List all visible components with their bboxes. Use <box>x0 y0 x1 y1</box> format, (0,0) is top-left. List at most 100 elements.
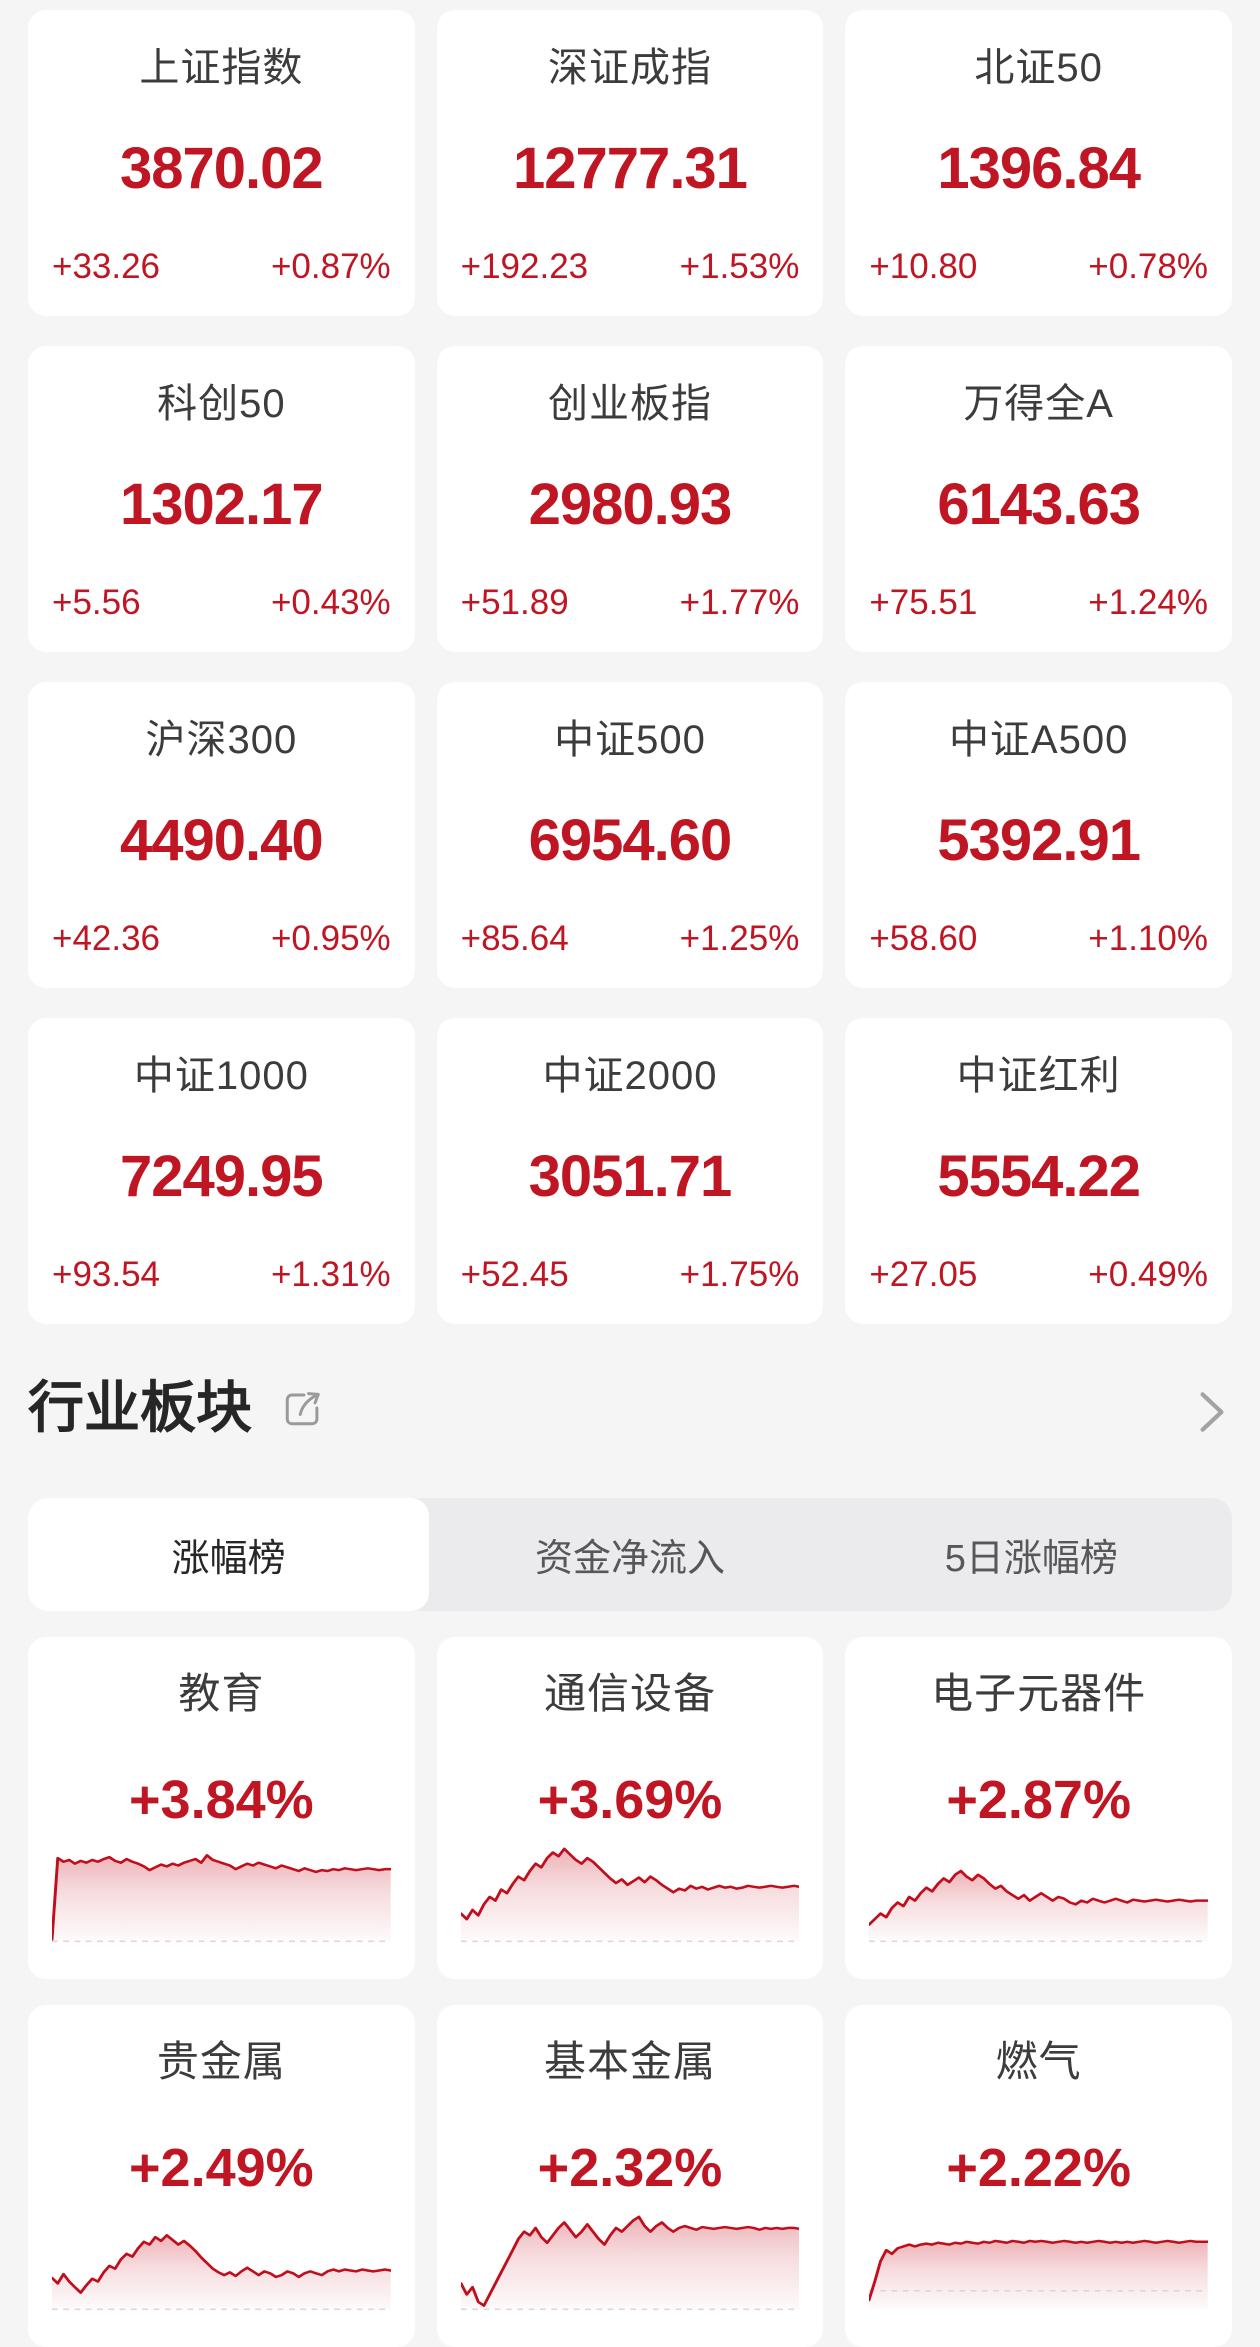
sector-card[interactable]: 教育 +3.84% <box>28 1637 415 1979</box>
index-change-pct: +0.43% <box>270 583 391 622</box>
index-card[interactable]: 中证红利 5554.22 +27.05 +0.49% <box>845 1018 1232 1324</box>
index-change-pct: +1.77% <box>679 583 800 622</box>
index-change-row: +10.80 +0.78% <box>859 249 1218 284</box>
index-change-pct: +1.24% <box>1088 583 1208 622</box>
index-change: +51.89 <box>460 583 569 622</box>
index-name: 中证2000 <box>542 1054 718 1098</box>
index-change: +58.60 <box>869 919 978 958</box>
index-change-pct: +0.49% <box>1088 1255 1208 1294</box>
index-change-row: +33.26 +0.87% <box>42 249 401 284</box>
index-card[interactable]: 深证成指 12777.31 +192.23 +1.53% <box>436 10 824 316</box>
index-value: 12777.31 <box>513 135 748 201</box>
index-change: +85.64 <box>460 919 569 958</box>
index-change: +52.45 <box>460 1255 569 1294</box>
index-change-pct: +1.31% <box>270 1255 391 1294</box>
index-name: 北证50 <box>974 46 1103 90</box>
index-change-pct: +0.95% <box>270 919 391 958</box>
index-change-pct: +1.53% <box>679 247 800 286</box>
sector-card[interactable]: 贵金属 +2.49% <box>28 2005 415 2347</box>
sector-sparkline-chart <box>460 1845 800 1949</box>
index-change-row: +52.45 +1.75% <box>451 1257 810 1292</box>
index-change-row: +58.60 +1.10% <box>859 921 1218 956</box>
sector-card[interactable]: 基本金属 +2.32% <box>436 2005 824 2347</box>
index-value: 5554.22 <box>937 1143 1141 1209</box>
index-name: 中证1000 <box>133 1054 309 1098</box>
index-change: +93.54 <box>52 1255 161 1294</box>
section-title: 行业板块 <box>28 1376 252 1439</box>
index-change-row: +51.89 +1.77% <box>451 585 810 620</box>
sector-card[interactable]: 通信设备 +3.69% <box>436 1637 824 1979</box>
index-name: 中证A500 <box>948 718 1129 762</box>
index-name: 科创50 <box>157 382 286 426</box>
sector-card[interactable]: 燃气 +2.22% <box>845 2005 1232 2347</box>
index-name: 深证成指 <box>547 46 712 90</box>
index-change-row: +75.51 +1.24% <box>859 585 1218 620</box>
share-icon[interactable] <box>278 1383 328 1433</box>
sector-change-pct: +3.69% <box>537 1770 723 1830</box>
index-card[interactable]: 上证指数 3870.02 +33.26 +0.87% <box>28 10 415 316</box>
sector-change-pct: +2.87% <box>946 1770 1131 1830</box>
sector-name: 燃气 <box>995 2038 1082 2085</box>
index-card[interactable]: 科创50 1302.17 +5.56 +0.43% <box>28 346 415 652</box>
index-value: 5392.91 <box>937 807 1141 873</box>
sector-sparkline-chart <box>869 1845 1208 1949</box>
index-value: 2980.93 <box>528 471 733 537</box>
sector-tab-0[interactable]: 涨幅榜 <box>28 1498 430 1611</box>
sector-change-pct: +2.22% <box>946 2138 1131 2198</box>
index-card[interactable]: 中证A500 5392.91 +58.60 +1.10% <box>845 682 1232 988</box>
index-card[interactable]: 中证500 6954.60 +85.64 +1.25% <box>436 682 824 988</box>
index-name: 万得全A <box>963 382 1114 426</box>
sector-sparkline-chart <box>460 2213 800 2317</box>
index-change-pct: +0.78% <box>1088 247 1208 286</box>
index-card[interactable]: 沪深300 4490.40 +42.36 +0.95% <box>28 682 415 988</box>
index-card-grid: 上证指数 3870.02 +33.26 +0.87% 深证成指 12777.31… <box>28 10 1232 1324</box>
sector-section-header: 行业板块 <box>28 1362 1232 1454</box>
index-change: +5.56 <box>52 583 141 622</box>
index-change-row: +93.54 +1.31% <box>42 1257 401 1292</box>
sector-change-pct: +3.84% <box>129 1770 314 1830</box>
index-value: 3051.71 <box>528 1143 733 1209</box>
index-change-row: +27.05 +0.49% <box>859 1257 1218 1292</box>
index-change-pct: +1.75% <box>679 1255 800 1294</box>
sector-sparkline-chart <box>52 1845 391 1949</box>
index-value: 6954.60 <box>528 807 733 873</box>
index-name: 中证红利 <box>956 1054 1121 1098</box>
sector-change-pct: +2.49% <box>129 2138 314 2198</box>
sector-change-pct: +2.32% <box>537 2138 723 2198</box>
sector-name: 电子元器件 <box>931 1670 1147 1717</box>
index-value: 7249.95 <box>120 1143 324 1209</box>
sector-sparkline-chart <box>869 2213 1208 2317</box>
sector-name: 通信设备 <box>543 1670 716 1717</box>
index-change-pct: +1.10% <box>1088 919 1208 958</box>
index-change-pct: +1.25% <box>679 919 800 958</box>
index-change-pct: +0.87% <box>270 247 391 286</box>
sector-tab-2[interactable]: 5日涨幅榜 <box>944 1538 1118 1580</box>
index-value: 3870.02 <box>120 135 324 201</box>
index-change-row: +192.23 +1.53% <box>451 249 810 284</box>
index-change: +42.36 <box>52 919 161 958</box>
index-value: 6143.63 <box>937 471 1141 537</box>
index-card[interactable]: 万得全A 6143.63 +75.51 +1.24% <box>845 346 1232 652</box>
index-change: +75.51 <box>869 583 978 622</box>
index-name: 创业板指 <box>547 382 712 426</box>
sector-card[interactable]: 电子元器件 +2.87% <box>845 1637 1232 1979</box>
index-change: +10.80 <box>869 247 978 286</box>
index-change: +33.26 <box>52 247 161 286</box>
sector-tab-1[interactable]: 资金净流入 <box>534 1538 725 1580</box>
index-card[interactable]: 北证50 1396.84 +10.80 +0.78% <box>845 10 1232 316</box>
index-card[interactable]: 创业板指 2980.93 +51.89 +1.77% <box>436 346 824 652</box>
index-change-row: +42.36 +0.95% <box>42 921 401 956</box>
index-name: 沪深300 <box>145 718 298 762</box>
index-change: +192.23 <box>460 247 589 286</box>
sector-sparkline-chart <box>52 2213 391 2317</box>
index-name: 上证指数 <box>139 46 304 90</box>
chevron-right-icon[interactable] <box>1192 1385 1232 1432</box>
sector-card-grid: 教育 +3.84% 通信设备 +3.69% 电子元器件 +2.87% 贵金属 +… <box>28 1637 1232 2347</box>
index-card[interactable]: 中证2000 3051.71 +52.45 +1.75% <box>436 1018 824 1324</box>
index-value: 4490.40 <box>120 807 324 873</box>
sector-name: 基本金属 <box>543 2038 716 2085</box>
page: 上证指数 3870.02 +33.26 +0.87% 深证成指 12777.31… <box>0 10 1260 2347</box>
index-card[interactable]: 中证1000 7249.95 +93.54 +1.31% <box>28 1018 415 1324</box>
index-value: 1302.17 <box>120 471 324 537</box>
sector-tabbar: 涨幅榜 资金净流入 5日涨幅榜 <box>28 1498 1232 1611</box>
